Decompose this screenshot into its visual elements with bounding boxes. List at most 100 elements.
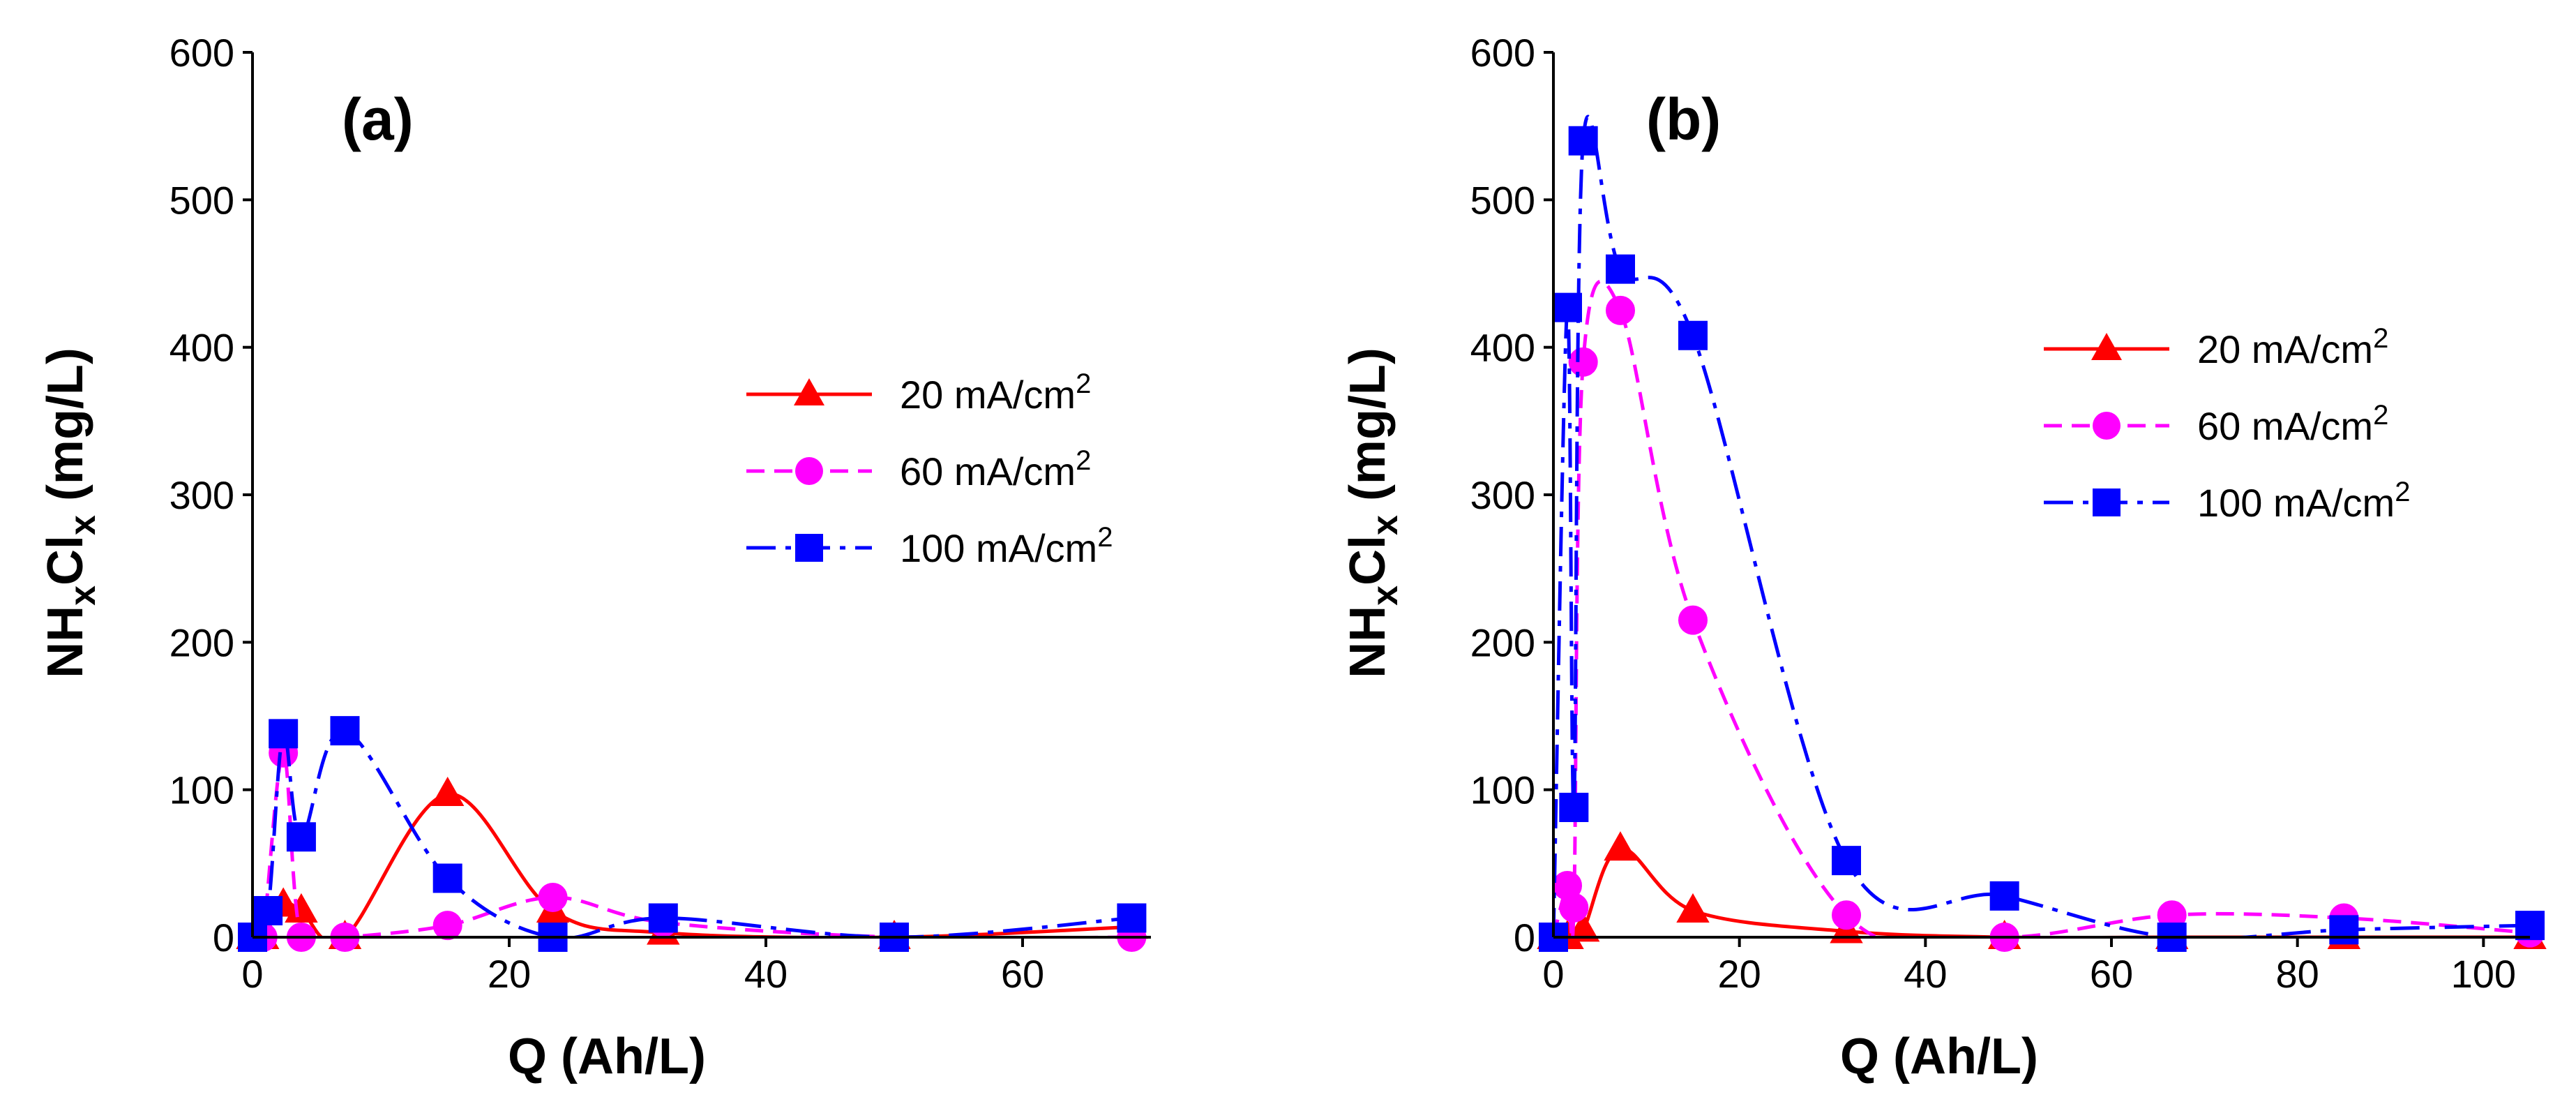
panel-b-legend: 20 mA/cm2 60 mA/cm2 100 mA/cm2 bbox=[2044, 323, 2410, 525]
panel-b-legend-entry-100: 100 mA/cm2 bbox=[2044, 477, 2410, 525]
panel-b-ylabel-unit: (mg/L) bbox=[1340, 348, 1396, 515]
panel-b-x-tick-label: 40 bbox=[1904, 952, 1947, 996]
panel-b-legend-marker-20 bbox=[2091, 333, 2122, 360]
panel-a-legend-entry-20: 20 mA/cm2 bbox=[746, 368, 1091, 417]
panel-b-legend-sup-100: 2 bbox=[2395, 477, 2410, 507]
panel-a-legend-name-20: 20 mA/cm bbox=[900, 373, 1076, 417]
panel-b-series-60-point bbox=[1605, 295, 1636, 325]
panel-b-label: (b) bbox=[1646, 87, 1721, 152]
panel-a-legend-label-100: 100 mA/cm2 bbox=[900, 522, 1113, 570]
panel-b-y-ticks: 0 100 200 300 400 500 600 bbox=[1470, 31, 1553, 960]
panel-a-y-tick-label: 0 bbox=[213, 916, 234, 960]
panel-a-ylabel-base: NH bbox=[38, 606, 93, 678]
panel-b-x-tick-label: 100 bbox=[2451, 952, 2516, 996]
panel-a-legend-entry-100: 100 mA/cm2 bbox=[746, 522, 1113, 570]
panel-b-series-60-point bbox=[1559, 893, 1589, 923]
panel-a-ylabel-mid: Cl bbox=[38, 535, 93, 585]
panel-b-series-100-point bbox=[1606, 254, 1635, 284]
panel-b-legend-label-20: 20 mA/cm2 bbox=[2197, 323, 2388, 371]
panel-a-series-60-line bbox=[253, 751, 1132, 937]
panel-a-x-tick-label: 20 bbox=[488, 952, 531, 996]
panel-b-series-20-point bbox=[1676, 893, 1710, 923]
panel-a-legend-marker-20 bbox=[794, 378, 824, 405]
panel-b-series-60-line bbox=[1553, 279, 2530, 937]
panel-b-series-100-point bbox=[1989, 881, 2019, 911]
panel-a-series-100-point bbox=[648, 903, 678, 933]
panel-a-series bbox=[236, 716, 1149, 952]
panel-b-y-axis-title: NHxClx (mg/L) bbox=[1340, 348, 1406, 678]
panel-b-legend-sup-60: 2 bbox=[2373, 400, 2388, 431]
panel-a-x-tick-label: 0 bbox=[241, 952, 263, 996]
panel-b-legend-name-100: 100 mA/cm bbox=[2197, 481, 2395, 525]
panel-b-legend-sup-20: 2 bbox=[2373, 323, 2388, 354]
panel-a-y-tick-label: 300 bbox=[170, 473, 234, 517]
panel-b-series-60-point bbox=[1568, 347, 1598, 377]
panel-b-series-20-point bbox=[1604, 831, 1637, 861]
panel-a-x-tick-label: 40 bbox=[744, 952, 788, 996]
panel-a-series-20-point bbox=[285, 893, 318, 923]
panel-b-series-100-point bbox=[2329, 915, 2359, 945]
panel-b-legend-marker-100 bbox=[2093, 488, 2121, 516]
panel-a-ylabel-sub2: x bbox=[63, 515, 103, 535]
panel-b-legend-name-20: 20 mA/cm bbox=[2197, 327, 2373, 371]
panel-a-legend-label-20: 20 mA/cm2 bbox=[900, 368, 1091, 417]
panel-a-ylabel-unit: (mg/L) bbox=[38, 348, 93, 515]
panel-b-series-100-point bbox=[1568, 126, 1598, 156]
panel-a-series-60-point bbox=[538, 883, 568, 912]
panel-a-series-100-point bbox=[330, 716, 360, 746]
panel-b-y-tick-label: 300 bbox=[1470, 473, 1535, 517]
panel-b-legend-marker-60 bbox=[2093, 412, 2121, 440]
panel-a: 0 100 200 300 400 500 600 0 20 40 60 (a) Q (Ah/L)… bbox=[38, 31, 1151, 1084]
panel-b-y-tick-label: 0 bbox=[1514, 916, 1535, 960]
panel-b-series-60-point bbox=[1552, 871, 1583, 900]
panel-a-series-100-point bbox=[269, 719, 299, 749]
panel-a-series-100-line bbox=[253, 729, 1132, 937]
panel-a-legend-name-60: 60 mA/cm bbox=[900, 449, 1076, 493]
panel-b-x-tick-label: 0 bbox=[1542, 952, 1564, 996]
panel-a-legend-sup-100: 2 bbox=[1097, 522, 1113, 553]
panel-a-y-tick-label: 100 bbox=[170, 768, 234, 812]
panel-b-series-20-point bbox=[1566, 912, 1600, 942]
panel-a-series-100-point bbox=[286, 822, 316, 852]
panel-a-legend-marker-100 bbox=[795, 534, 823, 562]
panel-a-y-tick-label: 500 bbox=[170, 178, 234, 222]
panel-b-series-100-point bbox=[1678, 320, 1708, 350]
panel-b-y-tick-label: 200 bbox=[1470, 620, 1535, 664]
panel-b-series-100-point bbox=[1553, 292, 1582, 322]
panel-b-series-100-line bbox=[1553, 114, 2530, 937]
panel-a-y-ticks: 0 100 200 300 400 500 600 bbox=[170, 31, 253, 960]
panel-b-y-tick-label: 400 bbox=[1470, 326, 1535, 370]
panel-b-x-tick-label: 80 bbox=[2276, 952, 2319, 996]
panel-b-ylabel-sub2: x bbox=[1365, 515, 1406, 535]
panel-b-y-tick-label: 600 bbox=[1470, 31, 1535, 75]
panel-b-series-60-point bbox=[1678, 605, 1708, 635]
panel-a-legend-name-100: 100 mA/cm bbox=[900, 526, 1097, 570]
panel-b-x-ticks: 0 20 40 60 80 100 bbox=[1542, 937, 2516, 996]
panel-b-ylabel-mid: Cl bbox=[1340, 535, 1396, 585]
panel-a-x-ticks: 0 20 40 60 bbox=[241, 937, 1044, 996]
panel-a-legend-sup-60: 2 bbox=[1076, 445, 1091, 476]
panel-a-y-tick-label: 400 bbox=[170, 326, 234, 370]
panel-b-legend-entry-60: 60 mA/cm2 bbox=[2044, 400, 2388, 448]
panel-b-x-tick-label: 20 bbox=[1718, 952, 1761, 996]
panel-b-series-60-point bbox=[1831, 900, 1862, 930]
panel-a-x-axis-title: Q (Ah/L) bbox=[508, 1029, 706, 1084]
panel-a-y-tick-label: 600 bbox=[170, 31, 234, 75]
panel-a-ylabel-sub1: x bbox=[63, 585, 103, 606]
panel-b-legend-name-60: 60 mA/cm bbox=[2197, 404, 2373, 448]
panel-a-legend-entry-60: 60 mA/cm2 bbox=[746, 445, 1091, 493]
panel-a-y-tick-label: 200 bbox=[170, 620, 234, 664]
panel-b-series-100-point bbox=[1559, 793, 1589, 823]
panel-a-series-20-point bbox=[430, 776, 465, 807]
panel-a-series-100-point bbox=[1117, 903, 1147, 933]
panel-b-x-tick-label: 60 bbox=[2090, 952, 2133, 996]
panel-b: 0 100 200 300 400 500 600 0 20 40 60 80 100 (b) Q (… bbox=[1340, 31, 2547, 1084]
panel-b-series-100-point bbox=[1832, 846, 1861, 876]
panel-a-series-100-point bbox=[253, 895, 283, 925]
panel-b-y-tick-label: 100 bbox=[1470, 768, 1535, 812]
panel-a-legend-sup-20: 2 bbox=[1076, 368, 1091, 399]
panel-a-series-100-point bbox=[432, 863, 462, 893]
panel-b-legend-label-60: 60 mA/cm2 bbox=[2197, 400, 2388, 448]
panel-a-legend-marker-60 bbox=[795, 457, 823, 485]
